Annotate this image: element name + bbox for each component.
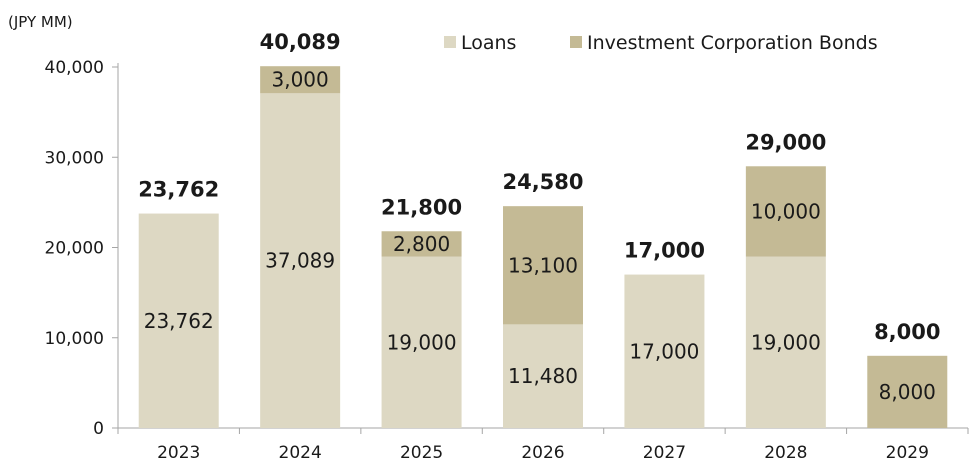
legend-label-bonds: Investment Corporation Bonds (587, 32, 878, 54)
data-label: 17,000 (629, 339, 699, 363)
x-axis: 2023 2024 2025 2026 2027 2028 2029 (117, 427, 969, 462)
bar-segment-bonds (381, 231, 462, 257)
x-tick-label: 2026 (521, 443, 564, 462)
legend-label-loans: Loans (461, 32, 516, 54)
bar-segment-bonds (745, 166, 826, 257)
y-tick-label: 30,000 (45, 148, 104, 168)
x-tick-label: 2023 (157, 443, 200, 462)
y-axis-unit-label: (JPY MM) (8, 13, 73, 31)
bars: 23,762 23,762 37,089 3,000 40,089 19,000 2,800… (138, 30, 948, 428)
legend: Loans Investment Corporation Bonds (444, 32, 878, 54)
data-label: 23,762 (144, 309, 214, 333)
y-tick-label: 10,000 (45, 329, 104, 349)
total-label: 40,089 (260, 30, 341, 54)
legend-swatch-bonds (570, 36, 582, 48)
bar-segment-bonds (867, 355, 948, 428)
data-label: 2,800 (393, 232, 450, 256)
bar-segment-loans (624, 274, 705, 428)
total-label: 21,800 (381, 195, 462, 219)
bar-segment-loans (745, 256, 826, 428)
y-tick-label: 40,000 (45, 58, 104, 78)
total-label: 29,000 (745, 130, 826, 154)
x-tick-label: 2029 (886, 443, 929, 462)
bar-segment-bonds (260, 66, 341, 94)
bar-segment-loans (260, 93, 341, 428)
data-label: 37,089 (265, 249, 335, 273)
x-tick-label: 2027 (643, 443, 686, 462)
bar-segment-loans (503, 324, 583, 428)
data-label: 8,000 (879, 380, 936, 404)
data-label: 10,000 (751, 199, 821, 223)
data-label: 19,000 (387, 330, 457, 354)
bar-segment-bonds (503, 206, 583, 325)
total-label: 24,580 (502, 170, 583, 194)
bar-segment-loans (138, 213, 219, 428)
y-tick-label: 20,000 (45, 239, 104, 259)
data-label: 3,000 (272, 68, 329, 92)
total-label: 17,000 (624, 239, 705, 263)
y-axis: 0 10,000 20,000 30,000 40,000 (45, 58, 119, 439)
data-label: 13,100 (508, 253, 578, 277)
x-tick-label: 2024 (279, 443, 322, 462)
data-label: 19,000 (751, 330, 821, 354)
y-tick-label: 0 (93, 419, 104, 439)
data-label: 11,480 (508, 364, 578, 388)
bar-segment-loans (381, 256, 462, 428)
total-label: 23,762 (138, 178, 219, 202)
x-tick-label: 2025 (400, 443, 443, 462)
total-label: 8,000 (874, 320, 940, 344)
x-tick-label: 2028 (764, 443, 807, 462)
legend-swatch-loans (444, 36, 456, 48)
